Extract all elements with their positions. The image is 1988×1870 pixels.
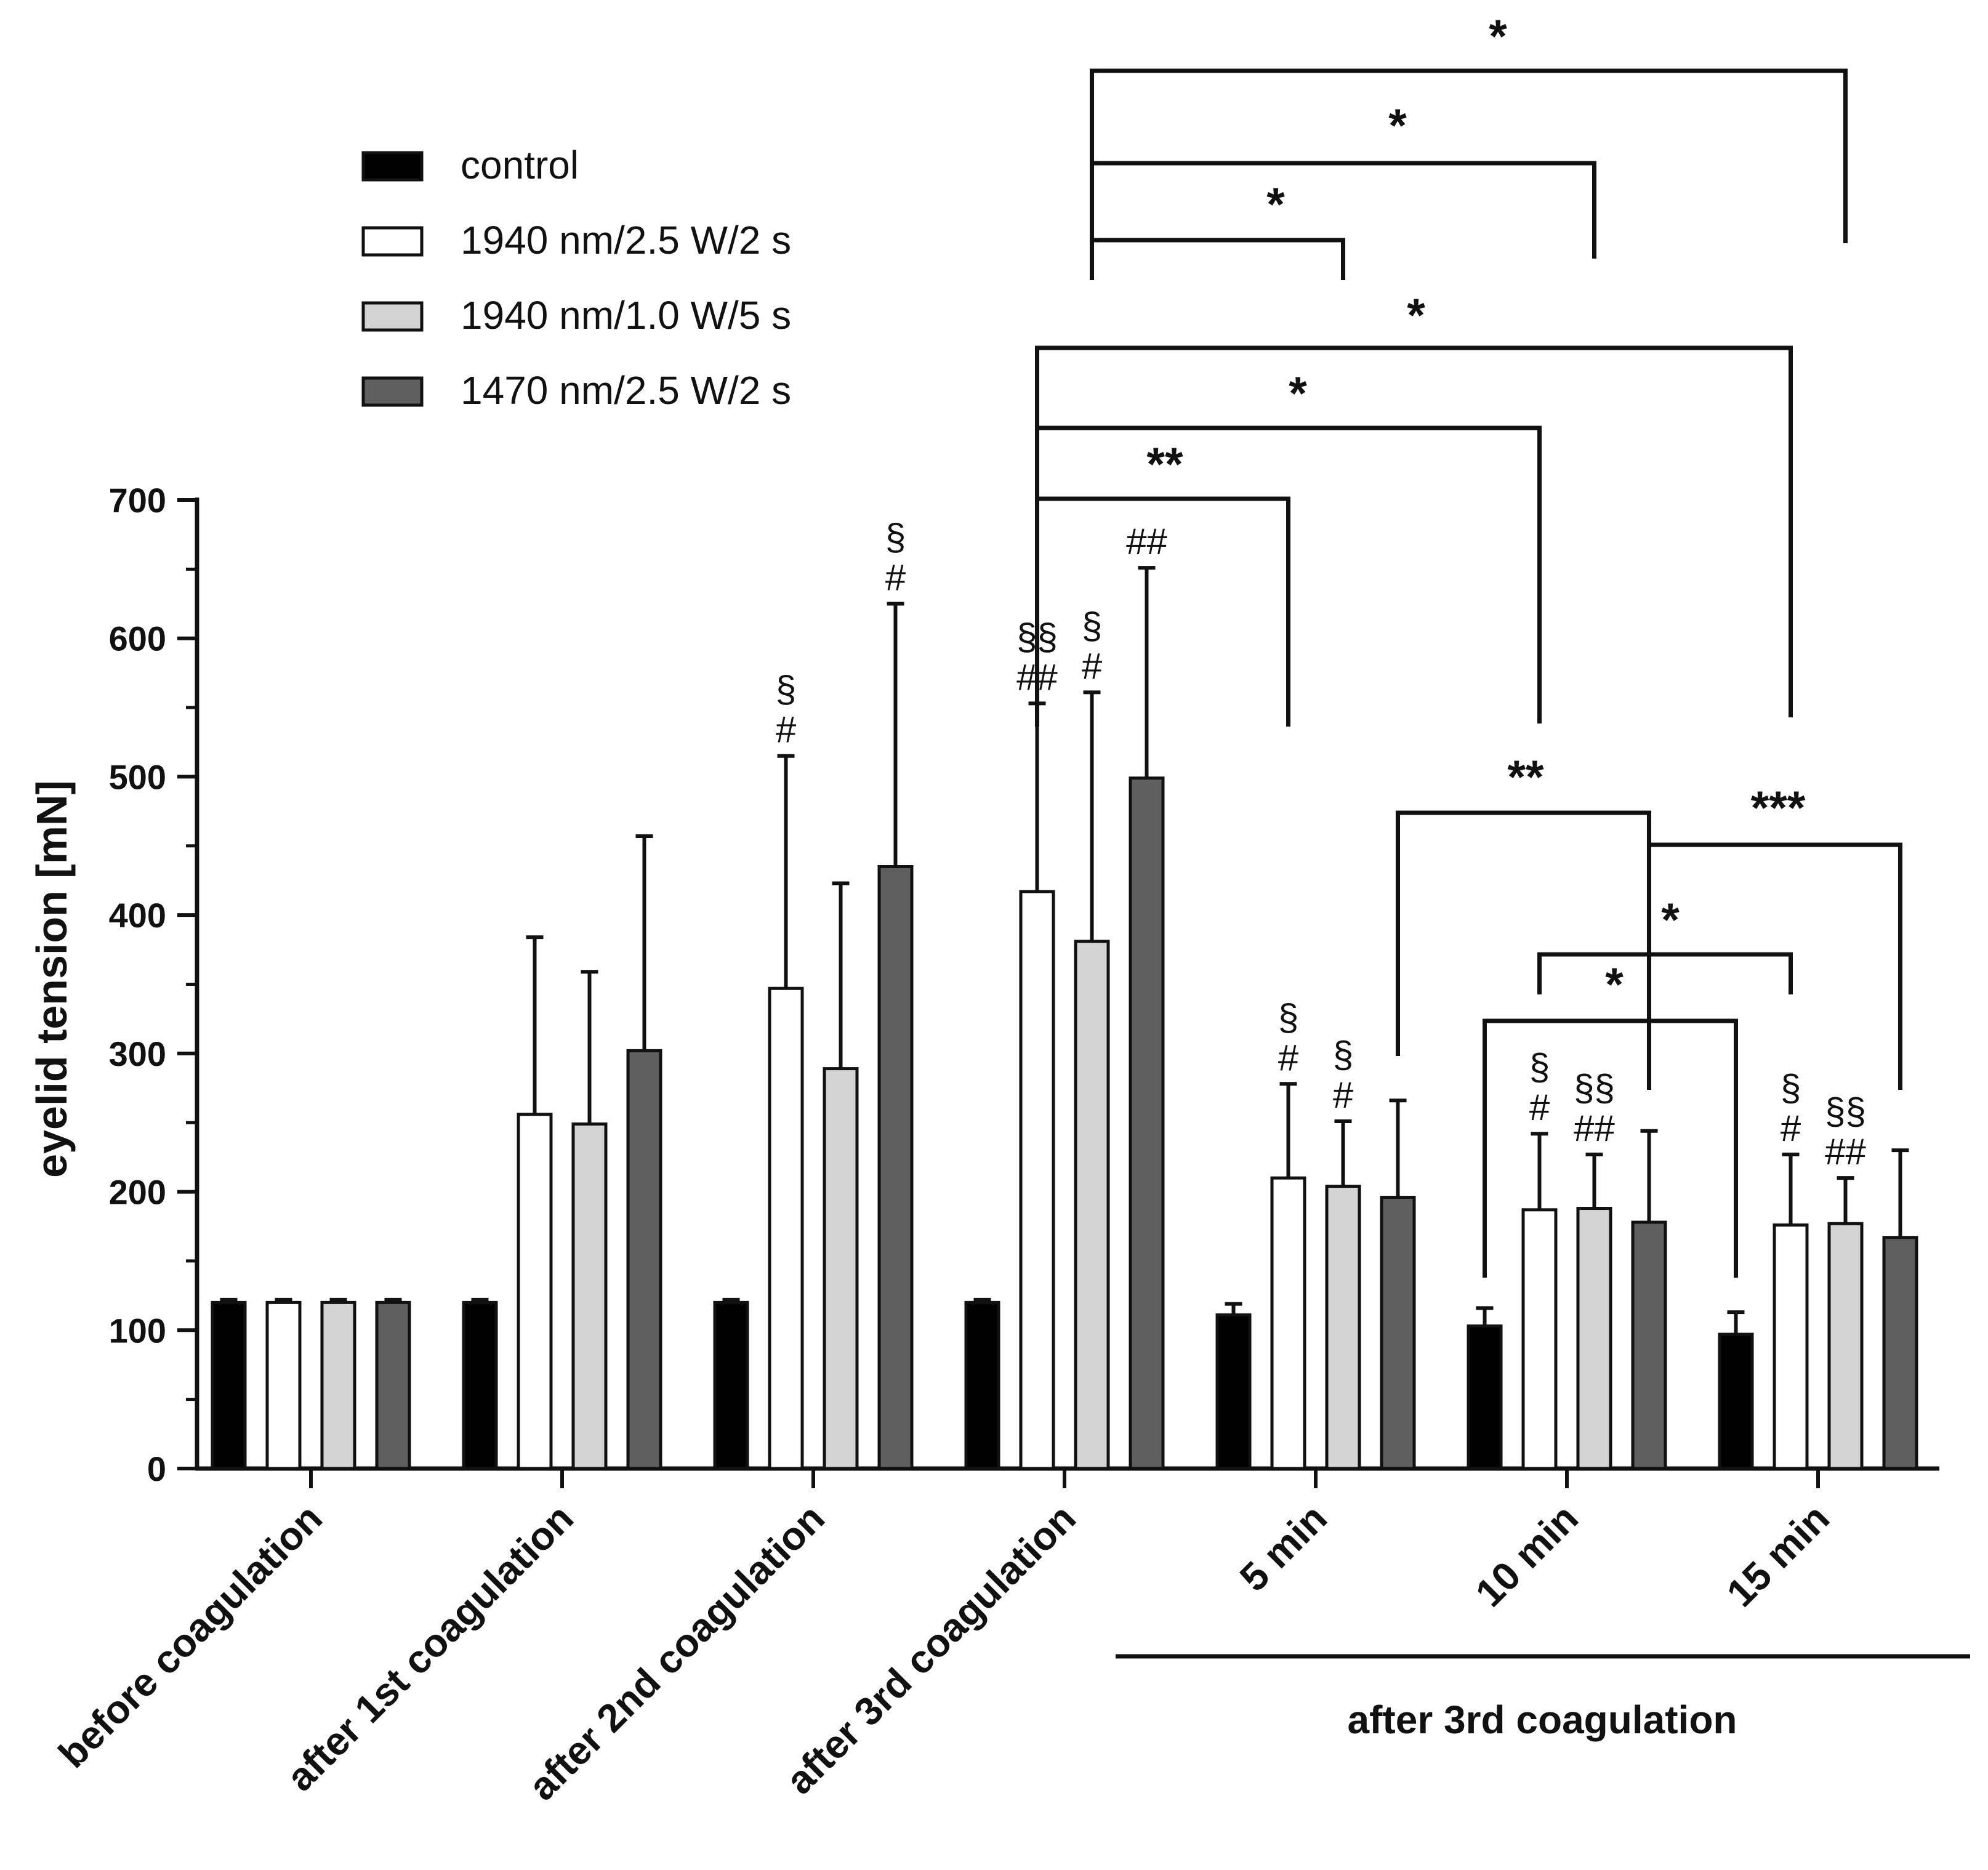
significance-mark: §: [776, 669, 796, 710]
bar: [265, 1300, 302, 1470]
bar: [1019, 890, 1055, 1470]
significance-mark: §: [1333, 1034, 1353, 1075]
significance-mark: §: [1781, 1067, 1801, 1108]
bar: [211, 1300, 247, 1470]
significance-layer: **************: [1035, 10, 1902, 1278]
y-tick-label: 100: [109, 1311, 166, 1350]
significance-mark: §: [1529, 1046, 1550, 1087]
significance-mark: §§: [1574, 1067, 1615, 1108]
bar: [1576, 1207, 1612, 1470]
x-category-label: after 1st coagulation: [278, 1496, 581, 1799]
bar: [626, 1049, 662, 1470]
legend-swatch: [361, 151, 424, 182]
bar: [320, 1300, 356, 1470]
bar: [1467, 1324, 1503, 1470]
bar: [1215, 1313, 1252, 1470]
bar: [1773, 1223, 1809, 1470]
significance-mark: ##: [1126, 521, 1167, 562]
bar: [823, 1067, 859, 1470]
bar: [877, 864, 914, 1470]
significance-bracket: [1647, 842, 1902, 1090]
bar: [1521, 1208, 1558, 1470]
x-category-label: 10 min: [1467, 1496, 1587, 1615]
bar: [1380, 1196, 1416, 1470]
significance-label: *: [1266, 179, 1285, 231]
significance-mark: #: [1082, 645, 1103, 687]
significance-bracket: [1090, 238, 1345, 280]
bar: [517, 1113, 553, 1470]
bar: [1325, 1185, 1361, 1470]
x-category-label: before coagulation: [50, 1496, 331, 1776]
y-tick-label: 700: [109, 481, 166, 520]
x-category-label: after 3rd coagulation: [777, 1496, 1084, 1803]
y-tick-label: 0: [147, 1449, 166, 1488]
bar: [571, 1122, 608, 1470]
y-tick-label: 300: [109, 1034, 166, 1073]
y-tick-label: 400: [109, 896, 166, 935]
x-category-label: 5 min: [1231, 1496, 1335, 1600]
significance-bracket: [1483, 1018, 1738, 1278]
significance-label: *: [1661, 894, 1680, 946]
legend-label: control: [461, 143, 579, 187]
significance-label: *: [1605, 959, 1624, 1011]
bar: [1270, 1176, 1306, 1470]
significance-mark: #: [1278, 1037, 1299, 1078]
axes-layer: 0 100 200 300 400 500 600 700 before coagulation…: [50, 481, 1939, 1809]
y-tick-label: 200: [109, 1173, 166, 1212]
group-label: after 3rd coagulation: [1348, 1698, 1737, 1742]
significance-mark: §: [1082, 605, 1102, 646]
bars-layer: §#§§##§# §# §#§#§# §§## §§##§###: [211, 517, 1918, 1470]
significance-mark: §: [885, 517, 906, 558]
significance-mark: #: [776, 709, 797, 751]
significance-label: *: [1489, 10, 1507, 63]
significance-mark: ##: [1825, 1131, 1866, 1172]
y-tick-label: 600: [109, 619, 166, 658]
y-axis-title: eyelid tension [mN]: [28, 780, 76, 1178]
significance-mark: #: [1529, 1087, 1550, 1128]
legend-swatch: [361, 301, 424, 332]
significance-mark: §§: [1825, 1090, 1866, 1132]
bar: [768, 986, 804, 1470]
legend-swatch: [361, 226, 424, 257]
significance-mark: §: [1278, 996, 1298, 1038]
significance-bracket: [1035, 496, 1290, 727]
bar: [1882, 1236, 1918, 1470]
significance-mark: #: [885, 557, 906, 598]
significance-bracket: [1090, 161, 1596, 259]
significance-label: *: [1388, 100, 1407, 152]
bar: [1631, 1220, 1667, 1470]
x-category-label: 15 min: [1718, 1496, 1838, 1615]
legend-label: 1470 nm/2.5 W/2 s: [461, 368, 791, 413]
significance-label: **: [1507, 751, 1544, 804]
significance-mark: ##: [1574, 1108, 1615, 1149]
y-tick-label: 500: [109, 757, 166, 796]
bar: [1129, 776, 1165, 1470]
significance-bracket: [1537, 952, 1793, 994]
bar: [713, 1300, 749, 1470]
bar: [375, 1300, 411, 1470]
legend-label: 1940 nm/1.0 W/5 s: [461, 293, 791, 337]
bar: [1718, 1332, 1754, 1470]
significance-bracket: [1090, 68, 1848, 243]
legend-swatch: [361, 376, 424, 407]
bar: [1074, 940, 1110, 1470]
bar: [964, 1300, 1000, 1470]
significance-label: ***: [1751, 782, 1806, 834]
legend-label: 1940 nm/2.5 W/2 s: [461, 218, 791, 262]
bar: [462, 1300, 498, 1470]
legend: control 1940 nm/2.5 W/2 s 1940 nm/1.0 W/5 …: [361, 143, 791, 413]
significance-mark: #: [1781, 1108, 1801, 1149]
significance-mark: #: [1333, 1074, 1354, 1116]
significance-label: *: [1407, 289, 1425, 342]
significance-label: **: [1146, 438, 1183, 491]
bar: [1827, 1222, 1864, 1470]
significance-label: *: [1289, 368, 1307, 420]
